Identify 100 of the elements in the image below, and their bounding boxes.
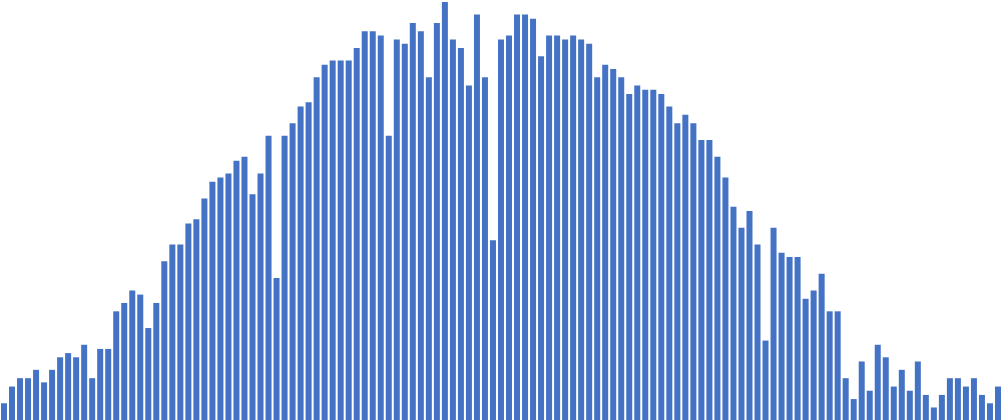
bar xyxy=(882,357,889,420)
bar xyxy=(305,102,312,420)
bar xyxy=(898,369,905,420)
bar xyxy=(610,68,617,420)
bar xyxy=(113,311,120,420)
bar xyxy=(970,378,977,420)
bar xyxy=(225,173,232,420)
bar xyxy=(233,160,240,420)
bar xyxy=(337,60,344,420)
bar xyxy=(481,77,488,420)
bar xyxy=(618,77,625,420)
bar xyxy=(642,89,649,420)
bar xyxy=(762,340,769,420)
bar xyxy=(465,85,472,420)
bar xyxy=(546,35,553,420)
bar xyxy=(658,93,665,420)
bar xyxy=(161,261,168,420)
bar xyxy=(594,77,601,420)
bar xyxy=(497,39,504,420)
bar xyxy=(1,403,7,420)
bar xyxy=(818,273,825,420)
bar xyxy=(538,56,545,420)
bar xyxy=(241,156,248,420)
bar xyxy=(946,378,953,420)
bar xyxy=(177,244,184,420)
bar xyxy=(850,399,857,420)
bar xyxy=(626,93,633,420)
bar xyxy=(361,31,368,420)
bar xyxy=(554,35,561,420)
bar xyxy=(145,328,152,420)
bar xyxy=(754,244,761,420)
bar xyxy=(914,361,921,420)
bar xyxy=(962,386,969,420)
bar xyxy=(890,386,897,420)
bar xyxy=(834,311,841,420)
bar xyxy=(201,198,208,420)
bar xyxy=(874,344,881,420)
bar xyxy=(425,77,432,420)
bar xyxy=(634,85,641,420)
bar xyxy=(682,114,689,420)
bar xyxy=(674,123,681,420)
bar xyxy=(369,31,376,420)
bar xyxy=(97,348,104,420)
bar xyxy=(281,135,288,420)
bar xyxy=(129,290,136,420)
bar xyxy=(353,47,360,420)
bar xyxy=(578,39,585,420)
bar xyxy=(105,348,112,420)
bar xyxy=(842,378,849,420)
bar xyxy=(506,35,513,420)
bar xyxy=(401,43,408,420)
bar xyxy=(730,206,737,420)
bar xyxy=(385,135,392,420)
bar xyxy=(73,357,80,420)
bar xyxy=(409,22,416,420)
bar xyxy=(802,298,809,420)
bar xyxy=(377,35,384,420)
bar xyxy=(17,378,24,420)
bar xyxy=(345,60,352,420)
bar xyxy=(826,311,833,420)
bar xyxy=(602,64,609,420)
bar xyxy=(530,18,537,420)
bar xyxy=(650,89,657,420)
bar xyxy=(786,256,793,420)
bar xyxy=(193,219,200,420)
bar xyxy=(89,378,96,420)
bar xyxy=(906,390,913,420)
bar xyxy=(706,139,713,420)
bar xyxy=(25,378,32,420)
bar xyxy=(185,223,192,420)
bar xyxy=(954,378,961,420)
bar xyxy=(9,386,16,420)
bar xyxy=(994,386,1001,420)
bar xyxy=(738,227,745,420)
bar xyxy=(586,43,593,420)
bar xyxy=(666,106,673,420)
bar xyxy=(794,256,801,420)
bar xyxy=(41,382,48,420)
bar xyxy=(81,344,88,420)
bar xyxy=(321,64,328,420)
bar xyxy=(265,135,272,420)
bar xyxy=(489,240,496,420)
bar xyxy=(273,277,280,420)
bar xyxy=(690,123,697,420)
bar xyxy=(770,227,777,420)
bar xyxy=(938,394,945,420)
bar xyxy=(137,294,144,420)
bar xyxy=(65,353,72,420)
bar xyxy=(313,77,320,420)
bar xyxy=(153,302,160,420)
bar xyxy=(722,177,729,420)
bar xyxy=(289,123,296,420)
bar xyxy=(217,177,224,420)
bar xyxy=(33,369,40,420)
bar xyxy=(441,2,448,420)
bar xyxy=(209,181,216,420)
bar xyxy=(866,390,873,420)
bar xyxy=(449,39,456,420)
bar xyxy=(49,369,56,420)
bar xyxy=(417,31,424,420)
